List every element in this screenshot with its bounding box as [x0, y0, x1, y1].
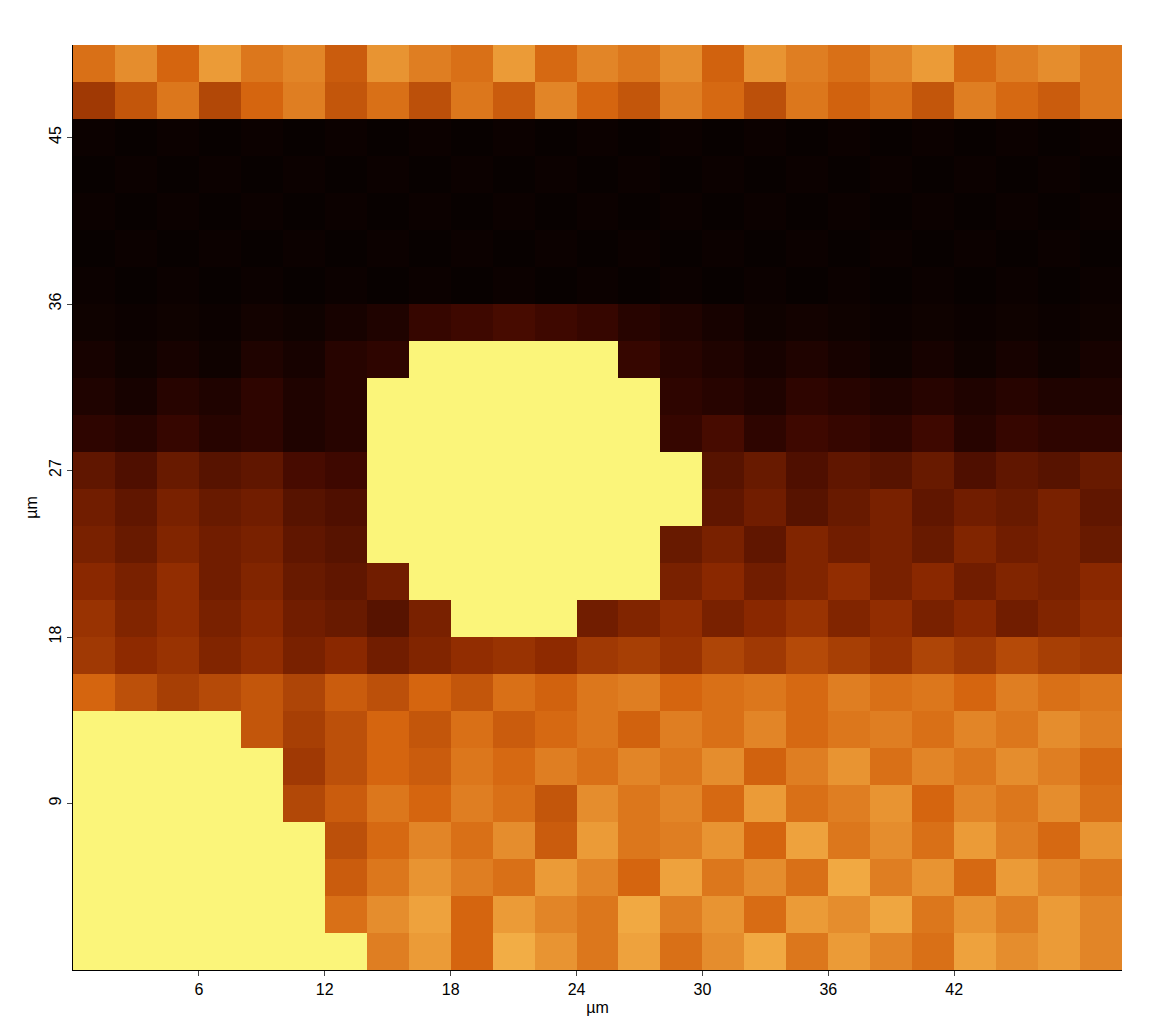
svg-text:µm: µm: [586, 999, 609, 1016]
svg-text:27: 27: [47, 459, 64, 477]
svg-text:45: 45: [47, 126, 64, 144]
svg-text:9: 9: [47, 797, 64, 806]
svg-text:µm: µm: [23, 496, 40, 519]
svg-text:6: 6: [194, 981, 203, 998]
svg-text:18: 18: [442, 981, 460, 998]
svg-text:24: 24: [568, 981, 586, 998]
svg-text:36: 36: [47, 293, 64, 311]
svg-text:42: 42: [945, 981, 963, 998]
svg-text:36: 36: [819, 981, 837, 998]
svg-text:12: 12: [316, 981, 334, 998]
svg-text:30: 30: [694, 981, 712, 998]
svg-text:18: 18: [47, 626, 64, 644]
